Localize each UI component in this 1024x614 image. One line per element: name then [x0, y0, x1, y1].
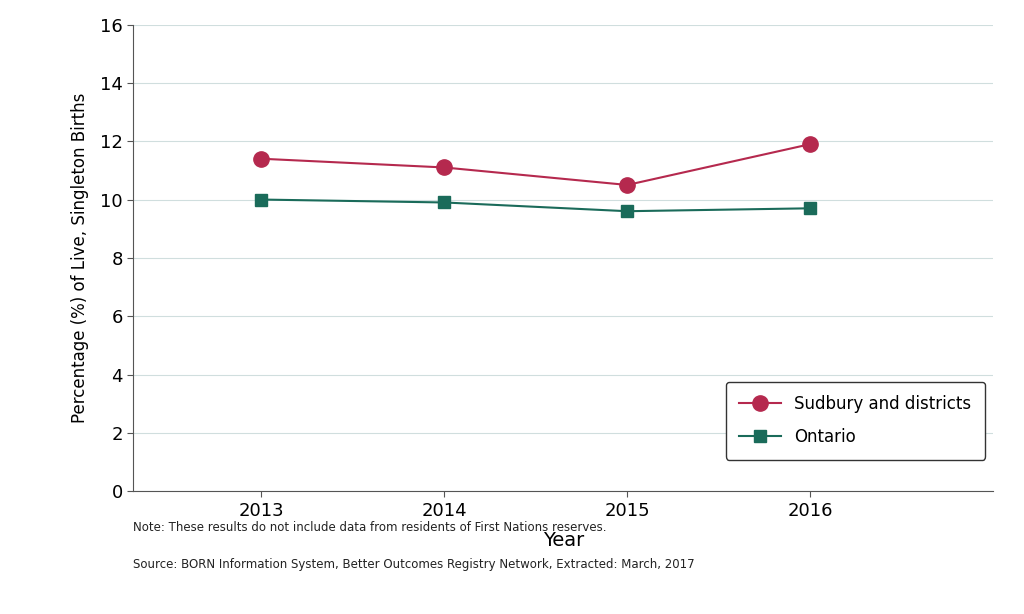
Sudbury and districts — [255, 155, 267, 163]
Sudbury and districts — [622, 181, 634, 188]
Text: Note: These results do not include data from residents of First Nations reserves: Note: These results do not include data … — [133, 521, 606, 534]
Y-axis label: Percentage (%) of Live, Singleton Births: Percentage (%) of Live, Singleton Births — [71, 93, 89, 423]
Legend: Sudbury and districts, Ontario: Sudbury and districts, Ontario — [726, 382, 985, 459]
Ontario — [622, 208, 634, 215]
Line: Ontario: Ontario — [255, 193, 816, 217]
X-axis label: Year: Year — [543, 530, 584, 550]
Ontario — [804, 204, 816, 212]
Sudbury and districts — [804, 141, 816, 148]
Ontario — [438, 199, 451, 206]
Ontario — [255, 196, 267, 203]
Line: Sudbury and districts: Sudbury and districts — [254, 136, 818, 193]
Sudbury and districts — [438, 164, 451, 171]
Text: Source: BORN Information System, Better Outcomes Registry Network, Extracted: Ma: Source: BORN Information System, Better … — [133, 558, 694, 571]
